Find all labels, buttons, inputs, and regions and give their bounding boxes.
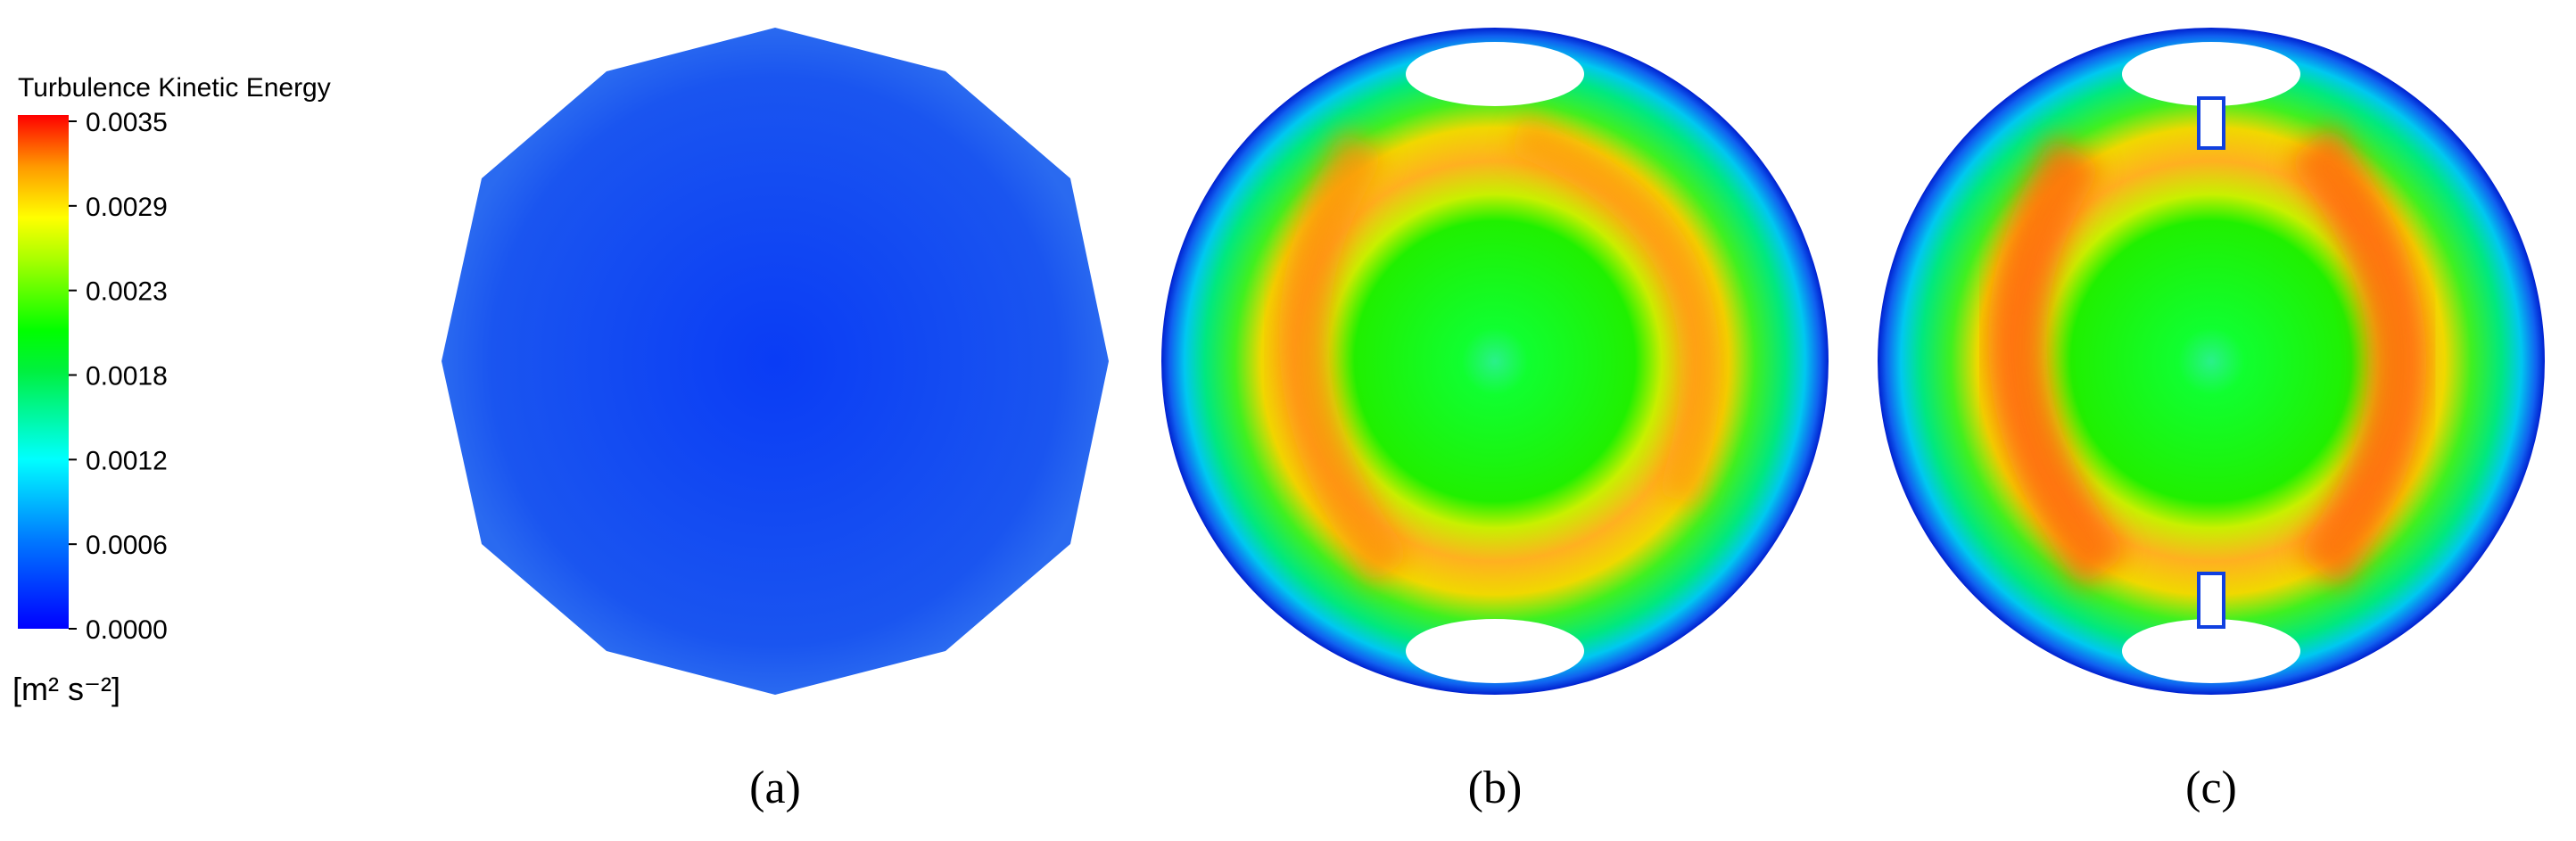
tick-label: 0.0023 bbox=[86, 277, 168, 307]
panel-label: (c) bbox=[2185, 763, 2237, 813]
contour-b bbox=[1161, 28, 1829, 695]
contour-a bbox=[442, 28, 1109, 695]
tick-label: 0.0029 bbox=[86, 193, 168, 222]
tick-label: 0.0000 bbox=[86, 615, 168, 645]
tick-label: 0.0012 bbox=[86, 446, 168, 475]
tick-label: 0.0006 bbox=[86, 531, 168, 560]
color-bar bbox=[18, 115, 69, 629]
tick-label: 0.0018 bbox=[86, 362, 168, 392]
legend-title: Turbulence Kinetic Energy bbox=[18, 73, 331, 103]
tick-label: 0.0035 bbox=[86, 108, 168, 137]
contour-c bbox=[1878, 28, 2545, 695]
legend-unit: [m² s⁻²] bbox=[12, 671, 120, 707]
panel-label: (b) bbox=[1468, 763, 1523, 813]
panel-label: (a) bbox=[749, 763, 801, 813]
